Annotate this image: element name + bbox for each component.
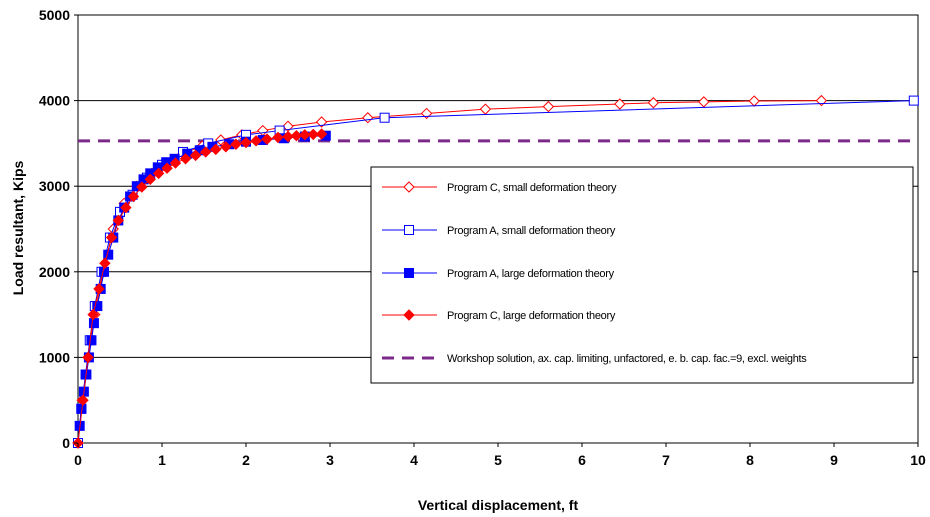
data-point [299,129,311,141]
y-tick-label: 2000 [39,264,70,280]
data-point [87,308,99,321]
x-tick-label: 9 [830,452,838,468]
x-tick-label: 2 [242,452,250,468]
legend-label: Workshop solution, ax. cap. limiting, un… [447,353,807,365]
data-point [257,124,269,137]
data-point [152,167,165,180]
series-3 [74,130,331,431]
data-point [210,143,222,156]
x-tick-label: 8 [746,452,754,468]
legend-marker [404,268,414,278]
data-point [92,301,103,312]
data-point [230,138,242,150]
x-axis-title: Vertical displacement, ft [418,497,579,513]
data-point [647,97,660,109]
data-point [82,351,94,364]
x-tick-label: 10 [910,452,926,468]
legend-label: Program C, small deformation theory [447,182,617,194]
data-point [542,100,555,113]
data-point [93,283,105,295]
data-point [169,157,182,169]
data-point [261,133,273,145]
series-line [77,133,322,444]
y-tick-label: 4000 [39,93,70,109]
data-point [77,394,89,406]
data-point [272,131,284,144]
data-point [240,136,252,149]
data-point [220,141,232,153]
data-point [282,130,294,143]
data-point [127,190,140,203]
legend-marker [403,181,415,193]
legend-label: Program A, large deformation theory [447,268,615,280]
legend-entry: Program C, small deformation theory [382,181,617,194]
legend: Program C, small deformation theory Progr… [370,166,914,384]
legend-label: Program A, small deformation theory [447,225,616,237]
data-point [86,335,97,346]
data-point [315,116,328,128]
data-point [215,134,227,146]
legend-label: Program C, large deformation theory [447,310,616,322]
data-point [199,146,212,158]
y-tick-label: 3000 [39,178,70,194]
series-line [79,135,326,426]
data-point [250,135,262,147]
data-point [189,149,202,162]
data-point [290,129,303,142]
x-tick-label: 6 [578,452,586,468]
legend-entry: Program A, large deformation theory [382,268,615,280]
data-point [99,257,111,269]
y-tick-label: 0 [62,435,70,451]
data-point [144,173,156,186]
x-tick-label: 0 [74,452,82,468]
data-point [479,103,492,115]
y-tick-label: 5000 [39,7,70,23]
data-point [105,231,118,244]
data-point [614,98,626,110]
x-tick-label: 1 [158,452,166,468]
x-tick-label: 7 [662,452,670,468]
y-tick-labels: 0 1000 2000 3000 4000 5000 [39,7,78,451]
legend-box [370,166,914,384]
legend-entry: Program C, large deformation theory [382,309,616,322]
data-point [315,128,328,140]
series-4 [72,128,328,449]
data-point [112,214,125,227]
series-layer [72,94,919,449]
data-point [136,181,148,193]
data-point [908,95,919,106]
data-point [379,112,390,123]
x-tick-label: 3 [326,452,334,468]
data-point [161,162,173,174]
legend-entry: Workshop solution, ax. cap. limiting, un… [382,353,808,365]
data-point [307,128,319,141]
legend-marker [404,225,414,235]
data-point [179,153,192,165]
data-point [88,318,99,329]
data-point [698,96,710,108]
legend-marker [403,309,415,321]
data-point [120,201,132,214]
data-point [748,95,760,107]
x-tick-labels: 0 1 2 3 4 5 6 7 8 9 10 [74,443,926,468]
data-point [362,112,374,124]
y-axis-title: Load resultant, Kips [10,161,26,296]
y-tick-label: 1000 [39,349,70,365]
x-tick-label: 5 [494,452,502,468]
legend-entry: Program A, small deformation theory [382,225,616,237]
x-tick-label: 4 [410,452,418,468]
